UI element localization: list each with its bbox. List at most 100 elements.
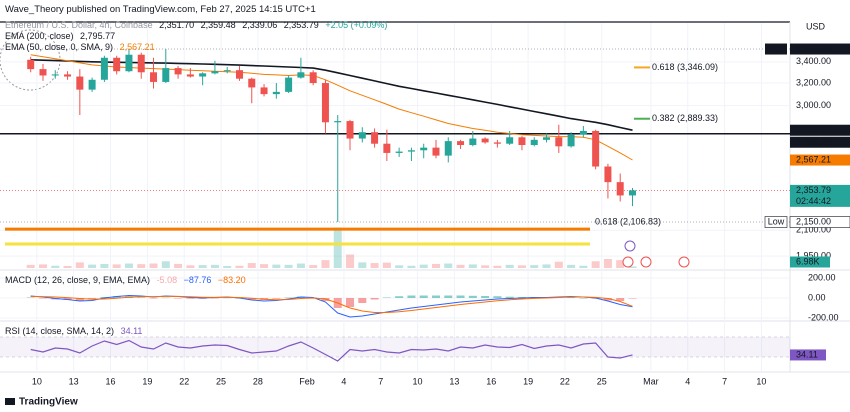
event-icon: [640, 256, 652, 268]
x-tick-label: 22: [560, 376, 570, 386]
candle-body: [309, 72, 317, 84]
volume-bar: [38, 264, 47, 268]
price-axis: 3,400.00 3,200.00 3,000.00 2,100.00 1,950.00…: [764, 43, 850, 268]
legend-ema200: EMA (200, close) 2,795.77: [5, 31, 119, 41]
macd-histogram: [395, 296, 404, 298]
price-label-name-box: [765, 43, 787, 55]
price-label-name: Low: [768, 217, 785, 227]
volume-bar: [431, 263, 440, 268]
volume-bar: [395, 265, 404, 268]
candle-body: [469, 138, 477, 146]
candle-body: [371, 132, 379, 144]
x-tick-label: 4: [685, 376, 690, 386]
volume-bar: [284, 264, 293, 268]
macd-histogram: [149, 298, 158, 299]
x-tick-label: 10: [413, 376, 423, 386]
candle-body: [592, 130, 600, 167]
volume-bar: [112, 264, 121, 268]
macd-histogram: [481, 296, 490, 298]
volume-bar: [567, 264, 576, 268]
candle-body: [555, 137, 563, 147]
candle-body: [174, 68, 182, 75]
x-tick-label: 13: [449, 376, 459, 386]
x-tick-label: 22: [179, 376, 189, 386]
volume-bar: [616, 260, 625, 268]
candle-body: [628, 190, 636, 196]
candle-body: [395, 151, 403, 153]
price-label: 2,768.22: [796, 137, 831, 147]
x-tick-label: Mar: [643, 376, 659, 386]
volume-bar: [51, 265, 60, 268]
macd-histogram: [223, 297, 232, 299]
y-tick-label: 1,950.00: [796, 251, 831, 261]
macd-histogram: [88, 298, 97, 300]
ohlc-value: 2,359.48: [200, 20, 236, 30]
price-label-box: [790, 124, 850, 136]
countdown: 02:44:42: [796, 196, 831, 206]
candle-body: [199, 73, 207, 77]
x-tick-label: 10: [756, 376, 766, 386]
x-tick-label: 7: [722, 376, 727, 386]
fib-label: 0.618 (2,106.83): [595, 216, 661, 226]
volume-bar: [210, 264, 219, 268]
candle-body: [567, 134, 575, 147]
candle-body: [88, 79, 96, 90]
legend-value: 2,567.21: [119, 42, 155, 52]
volume-bar: [100, 263, 109, 268]
currency: USD: [806, 21, 826, 31]
volume-bar: [88, 264, 97, 268]
candle-body: [235, 70, 243, 79]
event-icon: [678, 256, 690, 268]
volume-bar: [161, 261, 170, 268]
macd-histogram: [444, 295, 453, 298]
volume-bar: [591, 261, 600, 268]
candle-body: [604, 166, 612, 183]
volume-bar: [517, 265, 526, 268]
volume-label-box: [790, 256, 830, 268]
legend-symbol: Ethereum / U.S. Dollar, 4h, Coinbase 2,3…: [5, 20, 391, 30]
event-icon: [622, 256, 634, 268]
macd-histogram: [75, 298, 84, 301]
volume-bar: [505, 264, 514, 268]
ohlc-value: 2,351.70: [159, 20, 195, 30]
macd-histogram: [247, 298, 256, 300]
candle-body: [543, 137, 551, 140]
macd-histogram: [284, 297, 293, 298]
candle-body: [420, 147, 428, 151]
y-tick-label: 3,200.00: [796, 77, 831, 87]
macd-histogram: [63, 298, 72, 300]
main-pane: 0.618 (3,346.09) 0.382 (2,889.33) 0.618 (2…: [0, 48, 790, 268]
symbol: Ethereum / U.S. Dollar, 4h, Coinbase: [5, 20, 153, 30]
candle-body: [493, 142, 501, 144]
macd-histogram: [370, 298, 379, 300]
candle-body: [506, 137, 514, 144]
volume-bar: [542, 264, 551, 268]
macd-histogram: [567, 297, 576, 298]
x-tick-label: 19: [142, 376, 152, 386]
candle-body: [518, 137, 526, 146]
volume-bar: [223, 265, 232, 268]
volume-bar: [124, 263, 133, 268]
volume-bar: [75, 262, 84, 268]
candle-body: [223, 70, 231, 72]
volume-bar: [309, 265, 318, 268]
candle-body: [248, 78, 256, 88]
fib-label: 0.618 (3,346.09): [652, 62, 718, 72]
price-label: 3,527.00: [796, 44, 831, 54]
macd-histogram: [456, 295, 465, 298]
volume-bar: [321, 260, 330, 268]
candle-body: [137, 54, 145, 73]
candle-body: [481, 138, 489, 143]
candle-body: [76, 76, 84, 90]
volume-bar: [530, 265, 539, 268]
macd-histogram: [517, 297, 526, 298]
macd-histogram: [210, 298, 219, 299]
volume-bar: [26, 264, 35, 268]
volume-bar: [174, 263, 183, 268]
macd-histogram: [161, 297, 170, 299]
volume-bar: [186, 265, 195, 268]
macd-histogram: [419, 295, 428, 298]
volume-bar: [137, 264, 146, 268]
macd-histogram: [628, 298, 637, 299]
footer-logo: [5, 398, 15, 405]
